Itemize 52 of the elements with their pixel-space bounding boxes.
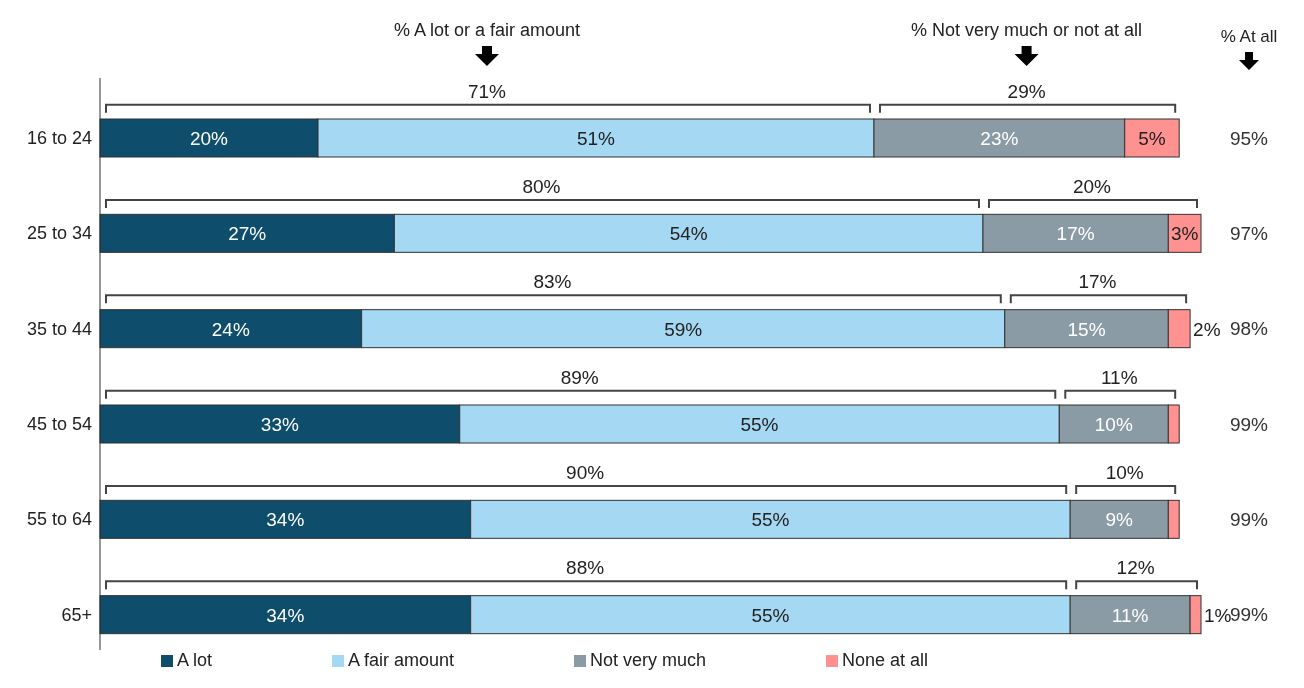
text: % Not very much or not at all bbox=[911, 20, 1143, 40]
data-label: 55% bbox=[751, 509, 790, 531]
text: 99% bbox=[1229, 509, 1269, 530]
annotation: 80% bbox=[522, 176, 561, 197]
data-label: 59% bbox=[664, 318, 703, 340]
text: % At all bbox=[1220, 27, 1278, 46]
y-tick-label: 55 to 64 bbox=[26, 509, 92, 530]
legend-label: None at all bbox=[842, 650, 929, 670]
data-label: 9% bbox=[1105, 509, 1134, 531]
data-label: 27% bbox=[228, 223, 267, 245]
data-label: 3% bbox=[1170, 223, 1199, 245]
data-label: 34% bbox=[266, 509, 305, 531]
data-label: 23% bbox=[980, 128, 1019, 149]
y-tick-label: 65+ bbox=[61, 604, 92, 625]
data-label: 54% bbox=[669, 223, 708, 245]
y-tick-label: 25 to 34 bbox=[26, 223, 92, 244]
annotation: 10% bbox=[1105, 462, 1144, 483]
legend-label: Not very much bbox=[589, 650, 707, 670]
data-label: 2% bbox=[1193, 318, 1221, 340]
y-tick-label: 35 to 44 bbox=[26, 318, 92, 339]
data-label: 34% bbox=[266, 604, 305, 626]
data-label: 55% bbox=[751, 604, 790, 626]
y-tick-label: 45 to 54 bbox=[26, 414, 92, 435]
data-label: 33% bbox=[260, 414, 299, 435]
text: 97% bbox=[1229, 223, 1269, 244]
text: 99% bbox=[1229, 413, 1269, 435]
annotation: 29% bbox=[1007, 80, 1046, 102]
annotation: 17% bbox=[1078, 271, 1117, 293]
annotation: 88% bbox=[566, 557, 605, 579]
y-tick-label: 16 to 24 bbox=[26, 128, 92, 149]
data-label: 10% bbox=[1094, 414, 1133, 435]
annotation: 89% bbox=[560, 366, 599, 388]
data-label: 5% bbox=[1138, 128, 1166, 149]
data-label: 55% bbox=[740, 414, 779, 435]
annotation: 71% bbox=[467, 80, 507, 102]
data-label: 24% bbox=[211, 318, 250, 340]
data-label: 20% bbox=[189, 128, 229, 149]
annotation: 83% bbox=[533, 271, 572, 293]
legend-label: A lot bbox=[176, 650, 212, 670]
data-label: 15% bbox=[1067, 318, 1106, 340]
data-label: 1% bbox=[1204, 604, 1232, 626]
annotation: 12% bbox=[1116, 557, 1155, 579]
text: 95% bbox=[1229, 127, 1269, 149]
data-label: 51% bbox=[576, 128, 616, 149]
annotation: 90% bbox=[566, 462, 605, 483]
data-label: 11% bbox=[1111, 604, 1149, 626]
annotation: 11% bbox=[1100, 366, 1138, 388]
data-label: 17% bbox=[1056, 223, 1095, 245]
annotation: 20% bbox=[1072, 176, 1112, 197]
legend-label: A fair amount bbox=[347, 650, 454, 670]
text: 98% bbox=[1229, 318, 1269, 340]
text: % A lot or a fair amount bbox=[393, 20, 581, 40]
